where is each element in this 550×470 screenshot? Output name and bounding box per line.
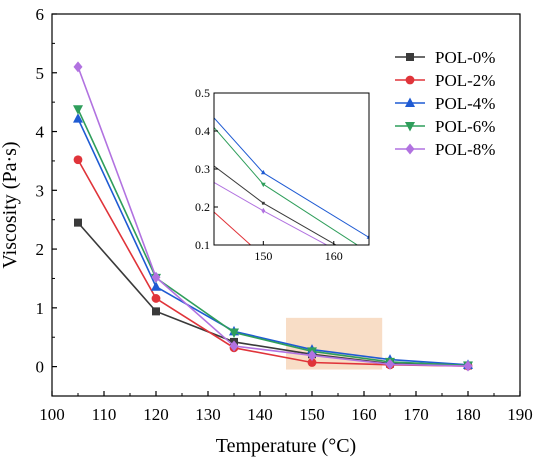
legend-item: POL-6% — [395, 117, 495, 136]
legend-label: POL-8% — [435, 140, 495, 159]
x-tick-label: 120 — [143, 405, 169, 424]
y-tick-label: 3 — [36, 181, 45, 200]
inset-y-tick-label: 0.3 — [195, 162, 210, 176]
data-point — [73, 105, 83, 115]
data-point — [151, 281, 161, 291]
inset-data-point — [260, 169, 266, 175]
inset-chart: 150 160 0.1 0.2 0.3 0.4 0.5 — [195, 86, 372, 274]
series-line — [77, 118, 469, 366]
data-point — [229, 328, 239, 339]
y-axis-title: Viscosity (Pa·s) — [0, 141, 21, 268]
inset-data-point — [366, 234, 369, 239]
legend: POL-0% POL-2% POL-4% POL-6% POL-8% — [395, 48, 495, 159]
x-tick-label: 100 — [39, 405, 65, 424]
series-line — [77, 108, 469, 367]
inset-y-tick-label: 0.1 — [195, 238, 210, 252]
legend-marker — [405, 122, 415, 132]
x-tick-label: 180 — [455, 405, 481, 424]
data-point — [73, 155, 83, 165]
data-point — [74, 218, 82, 227]
legend-marker — [405, 75, 415, 85]
legend-item: POL-2% — [395, 71, 495, 90]
legend-item: POL-4% — [395, 94, 495, 113]
inset-y-tick-label: 0.4 — [195, 124, 210, 138]
x-tick-label: 160 — [351, 405, 377, 424]
inset-y-tick-label: 0.5 — [195, 86, 210, 100]
series-line — [77, 66, 469, 367]
series-POL-8% — [73, 61, 473, 372]
inset-data-point — [261, 207, 266, 214]
inset-series-POL-4% — [214, 117, 369, 239]
y-tick-label: 1 — [36, 299, 45, 318]
legend-marker — [405, 143, 415, 155]
legend-label: POL-0% — [435, 48, 495, 67]
data-point — [151, 294, 161, 303]
x-axis-title: Temperature (°C) — [216, 435, 356, 457]
data-point — [152, 307, 160, 316]
data-point — [151, 271, 161, 283]
x-tick-label: 140 — [247, 405, 273, 424]
y-tick-label: 2 — [36, 240, 45, 259]
data-point — [385, 358, 395, 370]
legend-label: POL-2% — [435, 71, 495, 90]
data-point — [73, 113, 83, 123]
x-tick-label: 190 — [507, 405, 533, 424]
y-tick-label: 5 — [36, 64, 45, 83]
legend-item: POL-0% — [395, 48, 495, 67]
inset-data-point — [260, 182, 266, 188]
data-point — [73, 61, 83, 73]
data-point — [463, 360, 473, 372]
x-tick-label: 170 — [403, 405, 429, 424]
y-tick-label: 6 — [36, 5, 45, 24]
inset-data-point — [368, 263, 371, 266]
inset-series-POL-6% — [214, 126, 372, 255]
y-tick-label: 4 — [36, 123, 45, 142]
x-tick-label: 130 — [195, 405, 221, 424]
inset-data-point — [367, 265, 371, 271]
inset-background — [214, 93, 369, 245]
inset-x-tick-label: 150 — [254, 249, 272, 263]
legend-item: POL-8% — [395, 140, 495, 159]
inset-series-POL-0% — [214, 165, 371, 266]
inset-x-tick-label: 160 — [325, 249, 343, 263]
axis-ticks: 100 110 120 130 140 150 160 170 180 190 0 1 2 3 4 5 6 — [36, 5, 533, 424]
inset-data-point — [261, 201, 265, 205]
inset-y-tick-label: 0.2 — [195, 200, 210, 214]
x-tick-label: 150 — [299, 405, 325, 424]
legend-label: POL-4% — [435, 94, 495, 113]
y-tick-label: 0 — [36, 358, 45, 377]
legend-marker — [406, 53, 414, 61]
inset-data-point — [367, 270, 371, 274]
data-point — [229, 340, 239, 352]
inset-series-POL-8% — [214, 181, 371, 271]
inset-series-layer — [214, 117, 372, 274]
legend-label: POL-6% — [435, 117, 495, 136]
data-point — [307, 358, 317, 367]
data-point — [307, 349, 317, 361]
inset-data-point — [367, 251, 372, 255]
x-tick-label: 110 — [92, 405, 117, 424]
series-layer — [73, 61, 473, 372]
legend-marker — [405, 97, 415, 107]
